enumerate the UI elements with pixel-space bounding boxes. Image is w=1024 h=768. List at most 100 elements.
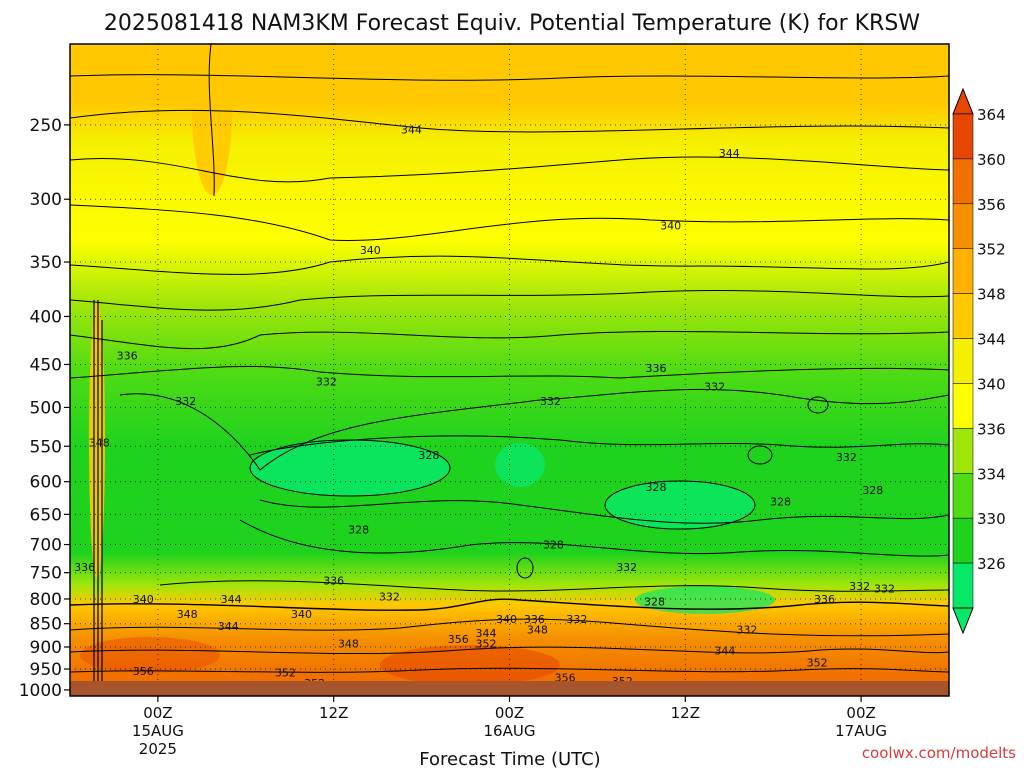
low-theta-core [495,443,545,487]
contour-line [119,388,949,471]
colorbar-band [952,248,974,294]
colorbar-label: 340 [977,375,1006,393]
contour-label: 328 [646,481,667,494]
contour-line [70,74,949,81]
colorbar-label: 326 [977,555,1006,573]
contour-label: 332 [849,580,870,593]
contour-label: 332 [175,395,196,408]
contour-line [70,618,949,637]
colorbar-label: 348 [977,286,1006,304]
contour-label: 332 [874,583,895,596]
credit-text: coolwx.com/modelts [862,744,1016,762]
y-tick-label: 450 [30,355,62,375]
colorbar-band [952,383,974,429]
colorbar-band [952,428,974,474]
low-theta-core [635,586,775,614]
contour-label: 344 [218,620,239,633]
y-tick-label: 850 [30,615,62,635]
contour-line [70,109,949,133]
contour-label: 356 [133,665,154,678]
y-tick-label: 550 [30,437,62,457]
x-tick-label: 00Z [143,704,172,722]
y-tick-label: 600 [30,473,62,493]
contour-label: 348 [527,623,548,636]
colorbar-band [952,158,974,205]
warm-boundary-layer [380,645,560,685]
x-tick-label: 00Z [495,704,524,722]
y-tick-label: 900 [30,638,62,658]
y-tick-label: 800 [30,590,62,610]
y-axis: 250 300 350 400 450 500 550 600 650 700 750 800 850 9… [19,116,70,701]
contour-line [70,204,949,241]
contour-label: 332 [736,623,757,636]
contour-line [70,255,949,275]
colorbar-band [952,517,974,564]
colorbar-label: 356 [977,196,1006,214]
y-tick-label: 350 [30,253,62,273]
contour-ring [249,439,451,497]
contour-label: 340 [291,608,312,621]
contour-label: 356 [448,633,469,646]
contour-label: 340 [133,593,154,606]
y-tick-label: 650 [30,505,62,525]
contour-line [70,156,949,183]
colorbar-label: 364 [977,106,1006,124]
y-tick-label: 250 [30,116,62,136]
contour-label: 328 [418,449,439,462]
contour-label: 328 [862,484,883,497]
contour-label: 336 [117,349,138,362]
contour-label: 348 [338,637,359,650]
colorbar-band [952,293,974,339]
contour-label: 336 [646,362,667,375]
contour-line [70,289,949,311]
colorbar-max-arrow [952,87,974,115]
colorbar: 364 360 356 352 348 344 340 336 334 330 326 [952,87,1006,635]
high-theta-trough [192,44,232,195]
contour-label: 336 [524,613,545,626]
chart-title: 2025081418 NAM3KM Forecast Equiv. Potent… [104,11,920,36]
contour-label: 344 [401,124,422,137]
contour-label: 340 [496,613,517,626]
colorbar-label: 336 [977,420,1006,438]
contour-label: 328 [348,524,369,537]
warm-boundary-layer [80,637,220,673]
colorbar-band [952,203,974,249]
colorbar-band [952,113,974,160]
contour-line [93,300,103,696]
contour-line [239,519,949,557]
contour-label: 352 [807,657,828,670]
y-tick-label: 500 [30,398,62,418]
colorbar-label: 360 [977,151,1006,169]
plot-area: 3443443403403363363323323323323283283283… [69,43,950,697]
x-tick-label: 16AUG [484,722,536,740]
colorbar-band [952,562,974,609]
contour-label: 344 [476,627,497,640]
y-tick-label: 750 [30,564,62,584]
contour-line [259,499,949,524]
colorbar-min-arrow [952,607,974,635]
contour-label: 332 [316,375,337,388]
contour-line [249,435,949,456]
contour-ring [807,396,829,414]
contour-line [159,580,949,592]
contour-label: 352 [275,666,296,679]
x-tick-label: 12Z [319,704,348,722]
contour-label: 340 [660,220,681,233]
x-axis-label: Forecast Time (UTC) [419,749,600,768]
colorbar-band [952,473,974,519]
contour-label: 332 [836,451,857,464]
x-tick-label: 12Z [671,704,700,722]
x-tick-label: 15AUG [132,722,184,740]
contour-label: 336 [74,561,95,574]
contour-label: 344 [221,593,242,606]
contour-label: 348 [177,608,198,621]
contour-label: 328 [644,596,665,609]
contour-label: 332 [704,381,725,394]
colorbar-label: 344 [977,331,1006,349]
contour-label: 336 [814,593,835,606]
grid-lines [70,44,949,696]
contour-label: 348 [89,437,110,450]
x-tick-label: 00Z [846,704,875,722]
x-tick-label: 2025 [139,740,177,758]
